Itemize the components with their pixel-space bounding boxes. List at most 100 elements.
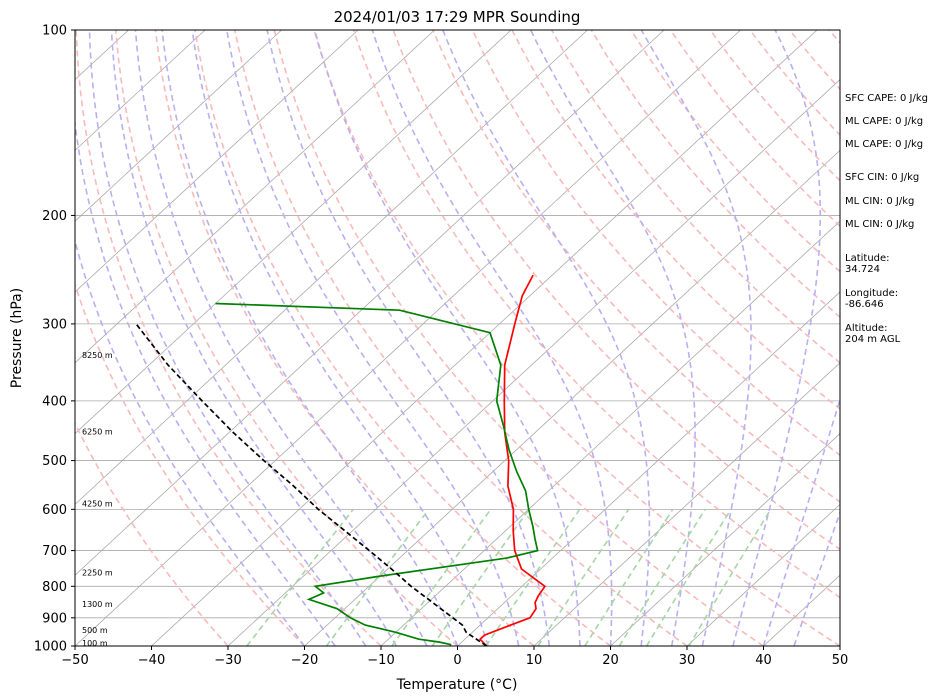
- moist-adiabat: [110, 30, 397, 646]
- axes: −50 −40 −30 −20 −10 0 10 20 30 40 50 100 200 300 400 50…: [34, 24, 848, 669]
- moist-adiabat: [314, 30, 581, 646]
- moist-adiabat: [529, 30, 696, 646]
- y-tick-label: 600: [42, 503, 67, 518]
- mixing-ratio-line: [431, 508, 530, 646]
- y-tick-label: 500: [42, 454, 67, 469]
- y-tick-label: 800: [42, 580, 67, 595]
- x-tick-label: 20: [602, 653, 619, 668]
- dry-adiabat: [352, 30, 840, 599]
- dry-adiabat: [75, 421, 229, 646]
- dry-adiabat: [75, 282, 306, 646]
- x-tick-label: 10: [526, 653, 543, 668]
- x-tick-label: −10: [367, 653, 394, 668]
- dry-adiabat: [313, 30, 840, 646]
- moist-adiabat: [161, 30, 459, 646]
- isotherm-line: [75, 30, 741, 646]
- moist-adiabat: [191, 30, 489, 646]
- isotherm-line: [75, 30, 435, 364]
- height-label: 6250 m: [82, 427, 113, 436]
- chart-title: 2024/01/03 17:29 MPR Sounding: [334, 8, 581, 26]
- altitude-value: 204 m AGL: [845, 334, 901, 345]
- mixing-ratio-line: [391, 508, 492, 646]
- moist-adiabat: [134, 30, 428, 646]
- height-label: 4250 m: [82, 500, 113, 509]
- mixing-ratio-line: [537, 508, 630, 646]
- mixing-ratio-line: [246, 508, 354, 646]
- y-tick-label: 200: [42, 209, 67, 224]
- dry-adiabat: [115, 30, 459, 646]
- moist-adiabat: [442, 30, 651, 646]
- dry-adiabat: [471, 30, 840, 457]
- x-axis-label: Temperature (°C): [396, 677, 518, 693]
- isotherm-line: [610, 433, 840, 646]
- latitude-label: Latitude:: [845, 253, 890, 264]
- x-tick-label: 40: [755, 653, 772, 668]
- longitude-value: -86.646: [845, 299, 884, 310]
- height-label: 500 m: [82, 626, 108, 635]
- moist-adiabat: [88, 30, 367, 646]
- mixing-ratio-line: [645, 508, 732, 646]
- parcel-profile-line: [135, 323, 488, 646]
- isotherm-line: [75, 30, 512, 435]
- ml-cin-stat: ML CIN: 0 J/kg: [845, 196, 915, 207]
- mixing-ratio-line: [485, 508, 581, 646]
- x-tick-label: −50: [61, 653, 88, 668]
- height-label: 1300 m: [82, 600, 113, 609]
- isotherm-line: [151, 30, 818, 646]
- moist-adiabat: [75, 238, 306, 646]
- ml-cape-stat-2: ML CAPE: 0 J/kg: [845, 139, 924, 150]
- x-tick-label: −30: [214, 653, 241, 668]
- mixing-ratio-line: [584, 508, 674, 646]
- dry-adiabat: [590, 30, 840, 319]
- isotherm-line: [380, 220, 840, 646]
- dry-adiabat: [154, 30, 535, 646]
- height-label: 8250 m: [82, 351, 113, 360]
- mixing-ratio-line: [688, 508, 772, 646]
- isotherm-line: [75, 30, 665, 576]
- dry-adiabat: [194, 30, 611, 646]
- altitude-label: Altitude:: [845, 323, 888, 334]
- isotherm-line: [304, 149, 840, 646]
- moist-adiabat: [732, 30, 822, 646]
- temperature-profile-line: [478, 274, 547, 646]
- dry-adiabat: [273, 30, 764, 646]
- isotherm-line: [75, 30, 206, 151]
- sfc-cape-stat: SFC CAPE: 0 J/kg: [845, 93, 928, 104]
- height-labels: 100 m 500 m 1300 m 2250 m 4250 m 6250 m 8250 m: [82, 351, 113, 648]
- dry-adiabat: [233, 30, 688, 646]
- x-tick-label: −20: [291, 653, 318, 668]
- profile-lines: [135, 274, 547, 646]
- longitude-label: Longitude:: [845, 288, 899, 299]
- isotherm-line: [227, 79, 840, 646]
- dry-adiabat: [511, 30, 840, 410]
- dry-adiabat: [551, 30, 840, 364]
- dry-adiabat: [392, 30, 840, 551]
- y-tick-label: 100: [42, 24, 67, 39]
- x-tick-label: 30: [679, 653, 696, 668]
- latitude-value: 34.724: [845, 264, 880, 275]
- dewpoint-profile-line: [215, 302, 539, 646]
- y-tick-label: 700: [42, 544, 67, 559]
- moist-adiabat: [793, 510, 840, 646]
- sfc-cin-stat: SFC CIN: 0 J/kg: [845, 172, 920, 183]
- y-tick-label: 400: [42, 394, 67, 409]
- x-tick-label: −40: [138, 653, 165, 668]
- background-lines: [75, 30, 840, 646]
- x-tick-label: 0: [453, 653, 461, 668]
- x-tick-label: 50: [832, 653, 849, 668]
- y-axis-label: Pressure (hPa): [9, 288, 25, 388]
- moist-adiabat: [266, 30, 551, 646]
- ml-cin-stat-2: ML CIN: 0 J/kg: [845, 219, 915, 230]
- ml-cape-stat: ML CAPE: 0 J/kg: [845, 116, 924, 127]
- dry-adiabat: [432, 30, 840, 503]
- isotherm-line: [75, 30, 359, 293]
- moist-adiabat: [762, 397, 840, 646]
- isotherm-line: [533, 362, 840, 646]
- moist-adiabat: [226, 30, 520, 646]
- y-tick-label: 1000: [34, 640, 67, 655]
- isotherm-line: [686, 503, 840, 646]
- mixing-ratio-line: [618, 508, 706, 646]
- y-tick-label: 300: [42, 317, 67, 332]
- isotherm-line: [75, 30, 588, 505]
